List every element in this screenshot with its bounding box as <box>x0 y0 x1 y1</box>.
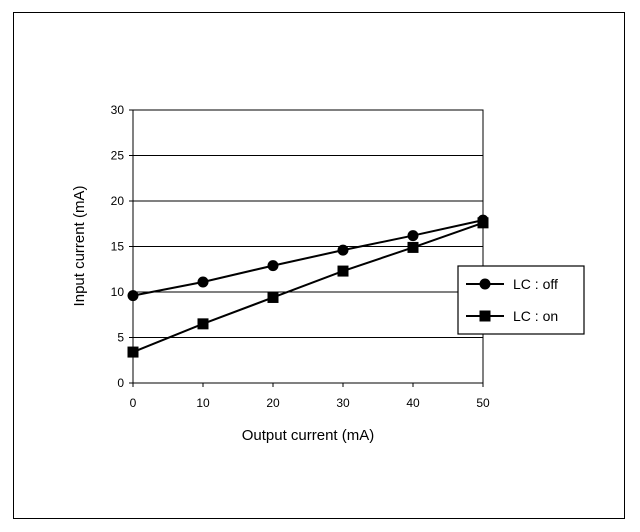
y-tick-label: 5 <box>117 331 124 345</box>
y-tick-label: 30 <box>111 103 125 117</box>
data-point-lc-off <box>337 244 349 256</box>
series-line-lc-off <box>132 219 484 297</box>
x-tick-label: 30 <box>336 396 350 410</box>
data-point-lc-off <box>197 276 209 288</box>
data-point-lc-on <box>477 217 489 229</box>
series-line-lc-on <box>132 221 484 353</box>
data-point-lc-on <box>127 346 139 358</box>
y-tick-label: 0 <box>117 376 124 390</box>
series-lc-off <box>127 214 489 302</box>
legend-marker-lc-off <box>479 278 491 290</box>
legend-label-lc-on: LC : on <box>513 308 558 324</box>
data-point-lc-off <box>267 260 279 272</box>
gridlines <box>133 155 483 338</box>
data-point-lc-on <box>197 318 209 330</box>
data-point-lc-on <box>267 291 279 303</box>
y-tick-label: 20 <box>111 194 125 208</box>
y-tick-label: 15 <box>111 240 125 254</box>
y-axis-ticks: 0 5 10 15 20 25 30 <box>111 103 133 390</box>
y-tick-label: 25 <box>111 149 125 163</box>
x-tick-label: 20 <box>266 396 280 410</box>
x-tick-label: 0 <box>130 396 137 410</box>
x-axis-ticks: 0 10 20 30 40 50 <box>130 383 490 410</box>
legend-box <box>457 265 585 335</box>
y-tick-label: 10 <box>111 285 125 299</box>
x-tick-label: 50 <box>476 396 490 410</box>
legend: LC : off LC : on <box>457 265 585 335</box>
data-point-lc-off <box>407 230 419 242</box>
x-axis-title: Output current (mA) <box>242 427 375 444</box>
legend-marker-lc-on <box>479 310 491 322</box>
data-point-lc-on <box>337 265 349 277</box>
data-point-lc-off <box>127 290 139 302</box>
data-point-lc-on <box>407 241 419 253</box>
legend-label-lc-off: LC : off <box>513 276 558 292</box>
x-tick-label: 10 <box>196 396 210 410</box>
series-group <box>127 214 489 358</box>
x-tick-label: 40 <box>406 396 420 410</box>
series-lc-on <box>127 217 489 358</box>
y-axis-title: Input current (mA) <box>71 186 88 307</box>
